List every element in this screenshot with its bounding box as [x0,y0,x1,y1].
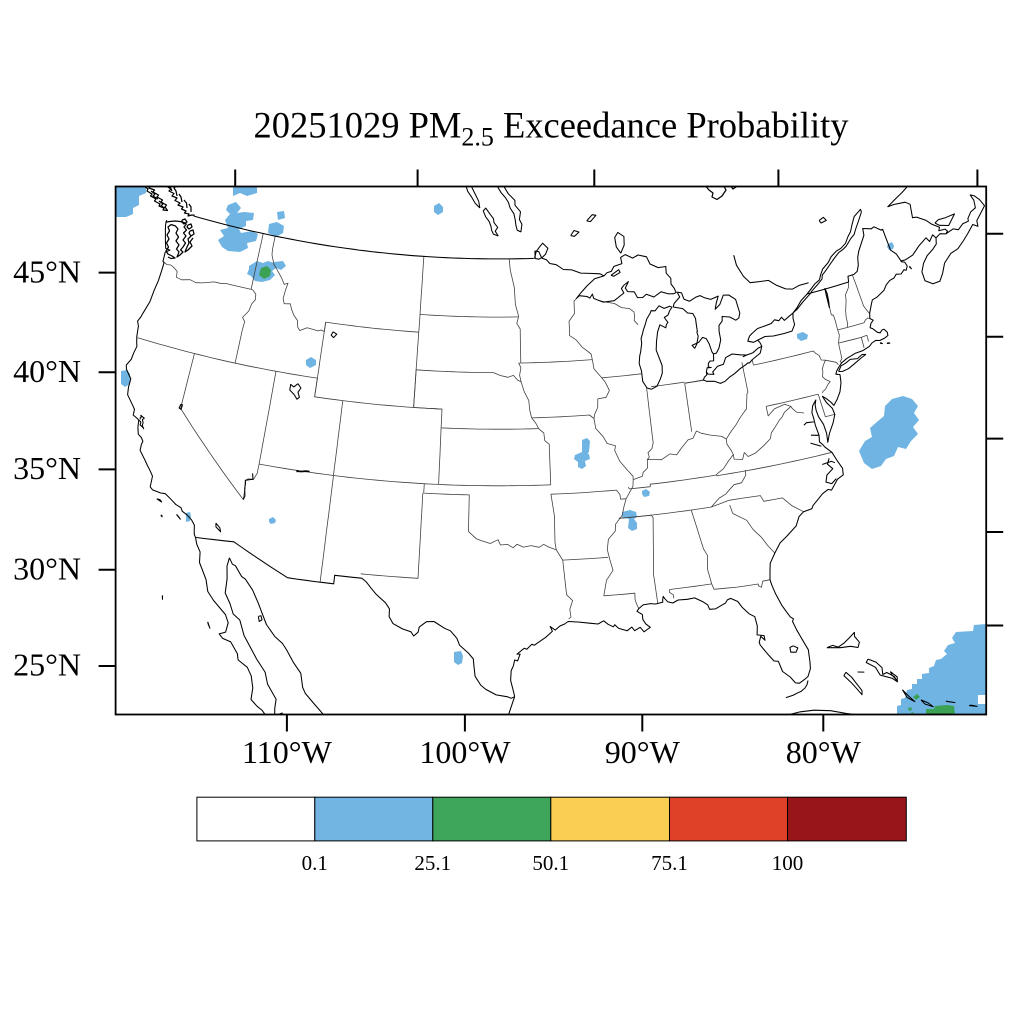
svg-text:45°N: 45°N [13,253,81,289]
svg-text:20251029 PM2.5 Exceedance Prob: 20251029 PM2.5 Exceedance Probability [253,105,849,152]
svg-text:110°W: 110°W [242,734,333,770]
svg-text:100°W: 100°W [419,734,511,770]
svg-text:80°W: 80°W [786,734,862,770]
svg-text:50.1: 50.1 [532,851,569,875]
svg-text:40°N: 40°N [13,353,81,389]
svg-text:25.1: 25.1 [414,851,451,875]
svg-text:35°N: 35°N [13,450,81,486]
svg-text:90°W: 90°W [605,734,681,770]
svg-text:0.1: 0.1 [302,851,328,875]
svg-text:75.1: 75.1 [651,851,688,875]
svg-text:100: 100 [772,851,804,875]
svg-text:30°N: 30°N [13,550,81,586]
svg-text:25°N: 25°N [13,647,81,683]
